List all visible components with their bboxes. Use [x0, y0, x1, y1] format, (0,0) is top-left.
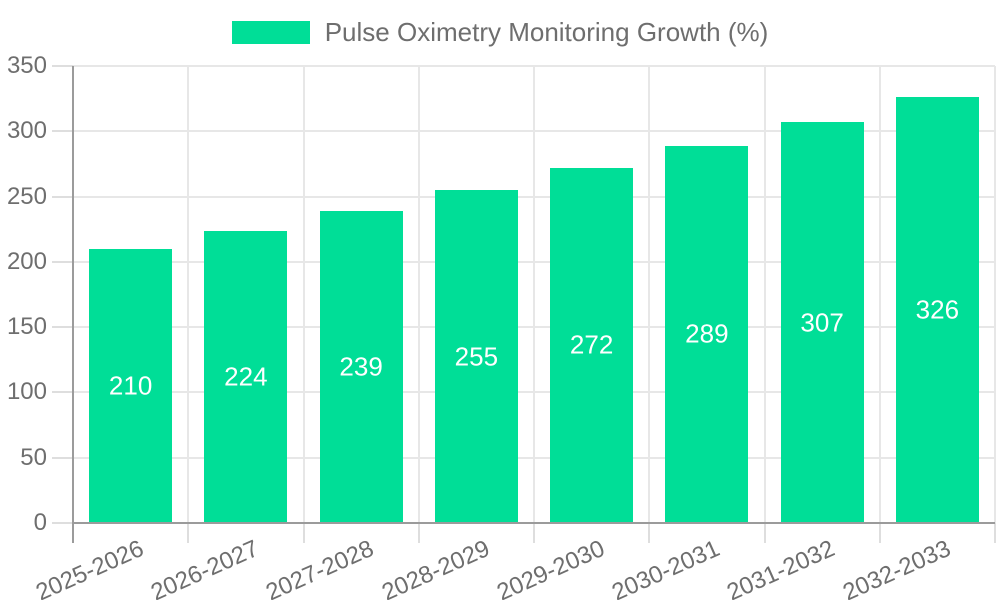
- y-tick-label: 200: [6, 247, 47, 275]
- y-axis-tick: [52, 391, 73, 394]
- gridline-vertical: [302, 66, 305, 523]
- bar[interactable]: [89, 248, 173, 523]
- x-axis-tick: [533, 523, 535, 543]
- gridline-vertical: [533, 66, 535, 523]
- y-axis-tick: [52, 326, 73, 329]
- y-tick-label: 50: [20, 443, 47, 471]
- x-axis-tick: [994, 523, 996, 543]
- x-tick-label: 2025-2026: [31, 535, 148, 600]
- y-axis-tick: [52, 65, 73, 67]
- y-tick-label: 250: [6, 182, 47, 210]
- x-tick-label: 2030-2031: [608, 535, 724, 600]
- x-tick-label: 2027-2028: [262, 535, 379, 600]
- bar-value-label: 272: [569, 329, 614, 360]
- legend-swatch: [231, 21, 310, 44]
- bar-value-label: 255: [454, 341, 499, 372]
- gridline-vertical: [187, 66, 190, 523]
- x-axis-tick: [302, 523, 305, 543]
- bar[interactable]: [895, 97, 979, 523]
- x-axis-tick: [187, 523, 190, 543]
- y-tick-label: 150: [6, 313, 47, 341]
- y-tick-label: 100: [6, 378, 47, 406]
- y-axis-tick: [52, 260, 73, 263]
- x-axis-tick: [763, 523, 766, 543]
- x-tick-label: 2032-2033: [838, 535, 955, 600]
- gridline-vertical: [878, 66, 881, 523]
- y-axis-tick: [52, 522, 73, 524]
- y-axis-tick: [52, 130, 73, 133]
- bar-value-label: 239: [339, 351, 383, 382]
- x-axis-tick: [648, 523, 651, 543]
- gridline-vertical: [648, 66, 651, 523]
- bar[interactable]: [780, 122, 864, 523]
- x-axis-tick: [417, 523, 420, 543]
- x-axis-tick: [72, 523, 74, 543]
- y-axis-tick: [52, 456, 73, 459]
- x-tick-label: 2029-2030: [492, 535, 609, 600]
- x-tick-label: 2028-2029: [377, 535, 494, 600]
- bar[interactable]: [204, 230, 288, 523]
- bar-value-label: 289: [685, 318, 729, 349]
- legend[interactable]: Pulse Oximetry Monitoring Growth (%): [0, 17, 1000, 48]
- gridline-vertical: [763, 66, 766, 523]
- y-axis-line: [72, 66, 74, 523]
- gridline-vertical: [417, 66, 420, 523]
- bar[interactable]: [665, 145, 749, 523]
- bar[interactable]: [550, 167, 634, 523]
- bar[interactable]: [434, 190, 518, 523]
- bar-value-label: 326: [915, 294, 960, 325]
- y-axis-tick: [52, 195, 73, 198]
- y-tick-label: 0: [33, 509, 47, 536]
- bar-value-label: 210: [108, 370, 153, 401]
- x-tick-label: 2031-2032: [723, 535, 840, 600]
- bar[interactable]: [319, 210, 403, 523]
- y-tick-label: 300: [6, 117, 47, 145]
- bar-value-label: 224: [224, 361, 268, 392]
- gridline-vertical: [994, 66, 996, 523]
- legend-label: Pulse Oximetry Monitoring Growth (%): [324, 17, 769, 47]
- x-axis-line: [72, 522, 995, 524]
- y-tick-label: 350: [6, 52, 47, 79]
- bar-value-label: 307: [800, 307, 844, 338]
- x-axis-tick: [878, 523, 881, 543]
- x-tick-label: 2026-2027: [147, 535, 263, 600]
